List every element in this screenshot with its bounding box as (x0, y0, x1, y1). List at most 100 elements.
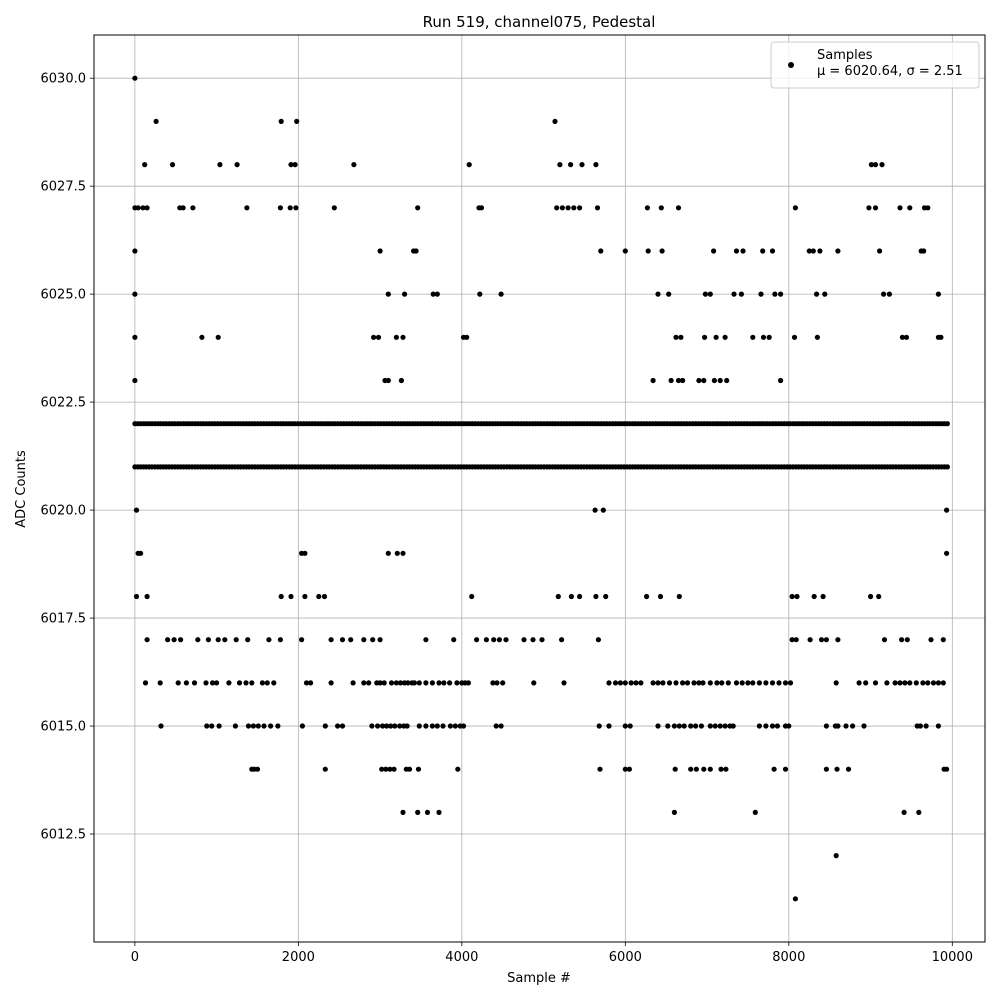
data-point (568, 162, 574, 168)
data-point (884, 680, 890, 686)
data-point (498, 291, 504, 297)
data-point (756, 680, 763, 686)
data-point (380, 723, 386, 729)
data-point (144, 205, 150, 211)
data-point (302, 593, 308, 600)
y-tick-label: 6025.0 (41, 288, 87, 303)
data-point (681, 723, 687, 729)
legend-label: Samples (817, 48, 873, 63)
data-point (559, 205, 566, 211)
data-point (308, 680, 314, 686)
data-point (850, 723, 856, 729)
data-point (835, 637, 841, 643)
data-point (557, 162, 563, 168)
data-point (385, 550, 391, 556)
data-point (415, 766, 422, 772)
data-point (707, 723, 713, 729)
data-point (205, 637, 211, 643)
data-point (385, 377, 391, 384)
data-point (769, 680, 776, 686)
data-point (266, 637, 272, 643)
data-point (321, 593, 328, 600)
data-point (381, 680, 387, 686)
data-point (140, 205, 146, 211)
data-point (232, 723, 238, 729)
data-point (856, 680, 862, 686)
data-point (603, 593, 609, 600)
data-point (718, 766, 724, 772)
x-tick-label: 10000 (932, 950, 973, 965)
data-point (393, 680, 399, 686)
data-point (678, 334, 684, 340)
data-point (810, 248, 816, 254)
data-point (717, 723, 723, 729)
data-point (339, 637, 346, 643)
data-point (133, 507, 140, 513)
data-point (673, 680, 679, 686)
y-axis-ticks: 6012.5 6015.0 6017.5 6020.0 6022.5 6025.0 6027… (41, 72, 94, 843)
data-point (789, 593, 795, 600)
data-point (288, 162, 294, 168)
data-point (294, 118, 300, 124)
data-point (350, 680, 356, 686)
data-point (132, 75, 138, 81)
data-point (299, 637, 305, 643)
data-point (466, 162, 472, 168)
x-tick-label: 0 (131, 950, 139, 965)
data-point (226, 680, 232, 686)
data-point (861, 723, 867, 729)
data-point (255, 723, 261, 729)
y-tick-label: 6022.5 (41, 396, 87, 411)
data-point (877, 248, 883, 254)
x-tick-label: 8000 (772, 950, 805, 965)
data-point (872, 162, 879, 168)
data-point (658, 205, 664, 211)
data-point (245, 637, 251, 643)
y-tick-label: 6017.5 (41, 612, 87, 627)
data-point (655, 680, 661, 686)
data-point (707, 680, 713, 686)
data-point (328, 680, 334, 686)
data-point (217, 162, 223, 168)
data-point (288, 593, 294, 600)
data-point (833, 680, 839, 686)
data-point (404, 723, 410, 729)
data-point (496, 637, 502, 643)
data-point (157, 680, 163, 686)
data-point (766, 334, 772, 340)
data-point (752, 809, 758, 816)
data-point (483, 637, 489, 643)
data-point (606, 680, 612, 686)
data-point (424, 809, 431, 816)
data-point (195, 637, 201, 643)
data-point (806, 248, 812, 254)
data-point (724, 377, 730, 384)
data-point (834, 766, 840, 772)
data-point (740, 248, 746, 254)
data-point (348, 637, 354, 643)
data-point (876, 593, 882, 600)
data-point (398, 377, 404, 384)
data-point (702, 334, 708, 340)
data-point (521, 637, 527, 643)
data-point (261, 723, 267, 729)
data-point (772, 291, 778, 297)
data-point (165, 637, 171, 643)
x-axis-ticks: 0 2000 4000 6000 8000 10000 (131, 942, 973, 965)
data-point (366, 680, 372, 686)
data-point (680, 680, 686, 686)
data-point (633, 680, 639, 686)
data-point (191, 680, 198, 686)
data-point (843, 723, 849, 729)
data-point (711, 248, 717, 254)
data-point (388, 723, 394, 729)
data-point (209, 723, 215, 729)
data-point (293, 205, 299, 211)
data-point (244, 205, 250, 211)
data-point (666, 291, 672, 297)
data-point (758, 291, 764, 297)
data-point (423, 637, 429, 643)
data-point (617, 680, 624, 686)
data-point (814, 291, 820, 297)
data-point (361, 637, 367, 643)
